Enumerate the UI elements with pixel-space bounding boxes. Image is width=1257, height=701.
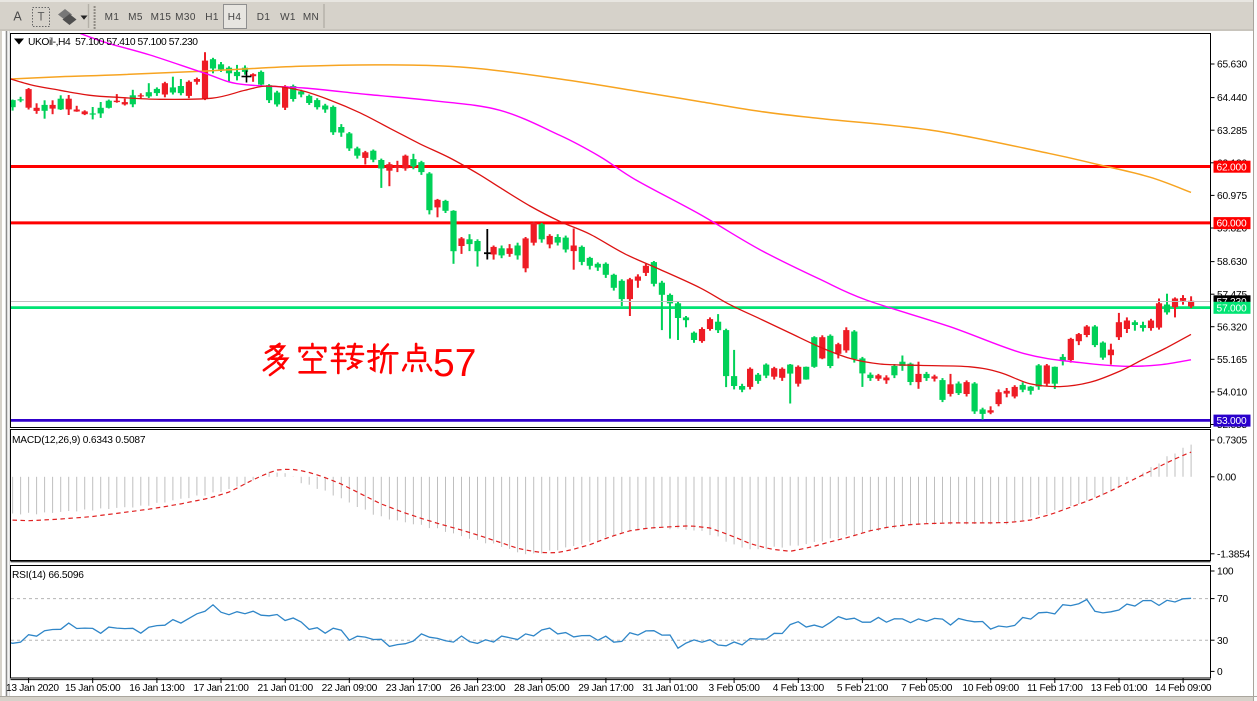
svg-text:57.000: 57.000 — [1217, 303, 1247, 314]
svg-text:54.010: 54.010 — [1217, 388, 1247, 399]
svg-text:60.975: 60.975 — [1217, 191, 1247, 202]
svg-text:21 Jan 01:00: 21 Jan 01:00 — [258, 683, 314, 694]
svg-text:30: 30 — [1217, 636, 1228, 647]
svg-text:4 Feb 13:00: 4 Feb 13:00 — [773, 683, 825, 694]
svg-text:16 Jan 13:00: 16 Jan 13:00 — [129, 683, 185, 694]
svg-text:64.440: 64.440 — [1217, 93, 1247, 104]
svg-text:H1: H1 — [205, 12, 219, 23]
svg-text:22 Jan 09:00: 22 Jan 09:00 — [322, 683, 378, 694]
svg-text:M30: M30 — [175, 12, 196, 23]
svg-text:M1: M1 — [105, 12, 120, 23]
svg-text:3 Feb 05:00: 3 Feb 05:00 — [709, 683, 761, 694]
svg-text:14 Feb 09:00: 14 Feb 09:00 — [1155, 683, 1212, 694]
svg-text:-1.3854: -1.3854 — [1217, 549, 1251, 560]
svg-text:7 Feb 05:00: 7 Feb 05:00 — [901, 683, 953, 694]
svg-text:D1: D1 — [257, 12, 271, 23]
svg-text:17 Jan 21:00: 17 Jan 21:00 — [193, 683, 249, 694]
svg-text:11 Feb 17:00: 11 Feb 17:00 — [1027, 683, 1083, 694]
svg-text:56.320: 56.320 — [1217, 322, 1247, 333]
svg-text:53.000: 53.000 — [1217, 416, 1247, 427]
svg-text:0: 0 — [1217, 667, 1223, 678]
svg-text:10 Feb 09:00: 10 Feb 09:00 — [962, 683, 1019, 694]
svg-text:29 Jan 17:00: 29 Jan 17:00 — [578, 683, 634, 694]
svg-text:31 Jan 01:00: 31 Jan 01:00 — [642, 683, 698, 694]
svg-text:55.165: 55.165 — [1217, 355, 1247, 366]
svg-text:100: 100 — [1217, 567, 1234, 578]
svg-text:0.00: 0.00 — [1217, 472, 1237, 483]
svg-text:M5: M5 — [128, 12, 143, 23]
svg-text:MACD(12,26,9) 0.6343 0.5087: MACD(12,26,9) 0.6343 0.5087 — [12, 435, 146, 446]
svg-text:13 Jan 2020: 13 Jan 2020 — [6, 683, 59, 694]
svg-text:RSI(14) 66.5096: RSI(14) 66.5096 — [12, 570, 84, 581]
svg-text:15 Jan 05:00: 15 Jan 05:00 — [65, 683, 121, 694]
svg-text:70: 70 — [1217, 594, 1228, 605]
svg-text:63.285: 63.285 — [1217, 126, 1247, 137]
svg-text:60.000: 60.000 — [1217, 219, 1247, 230]
svg-text:0.7305: 0.7305 — [1217, 436, 1247, 447]
svg-text:58.630: 58.630 — [1217, 257, 1247, 268]
svg-text:W1: W1 — [280, 12, 296, 23]
svg-text:57: 57 — [433, 342, 476, 385]
svg-text:28 Jan 05:00: 28 Jan 05:00 — [514, 683, 570, 694]
svg-text:A: A — [13, 10, 22, 24]
svg-text:62.000: 62.000 — [1217, 162, 1247, 173]
svg-text:23 Jan 17:00: 23 Jan 17:00 — [386, 683, 442, 694]
svg-text:65.630: 65.630 — [1217, 60, 1247, 71]
svg-text:26 Jan 23:00: 26 Jan 23:00 — [450, 683, 506, 694]
svg-text:5 Feb 21:00: 5 Feb 21:00 — [837, 683, 889, 694]
svg-text:MN: MN — [303, 12, 319, 23]
svg-text:13 Feb 01:00: 13 Feb 01:00 — [1091, 683, 1148, 694]
svg-text:T: T — [37, 12, 44, 24]
svg-text:H4: H4 — [228, 12, 242, 23]
svg-text:UKOil-,H4 57.100 57.410 57.10: UKOil-,H4 57.100 57.410 57.100 57.230 — [28, 37, 198, 48]
svg-text:M15: M15 — [151, 12, 172, 23]
